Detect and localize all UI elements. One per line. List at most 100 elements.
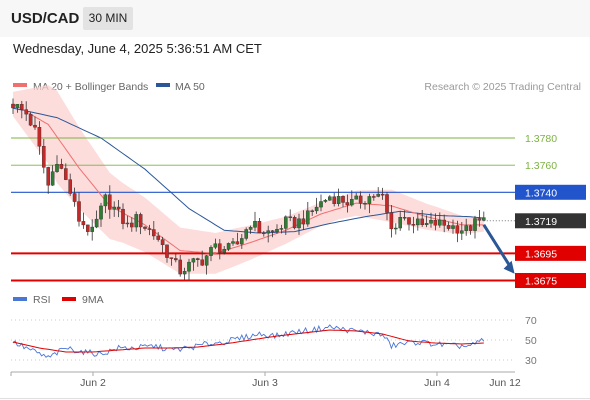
candle-body	[147, 228, 152, 230]
candle-body	[372, 196, 376, 198]
candle-body	[72, 193, 77, 202]
candle-body	[323, 199, 328, 202]
candle-body	[336, 196, 341, 204]
candle-body	[279, 228, 284, 230]
candle-body	[394, 227, 398, 230]
candle-body	[424, 223, 429, 225]
candle-body	[226, 243, 231, 250]
candle-body	[33, 124, 37, 128]
rsi-legend-swatch	[13, 297, 27, 301]
candle-body	[288, 216, 293, 218]
candle-body	[473, 218, 477, 231]
candle-body	[292, 217, 297, 229]
candle-body	[85, 224, 90, 232]
candle-body	[297, 218, 301, 229]
rsi-tick-label: 50	[525, 335, 537, 347]
ma50-line	[12, 107, 484, 234]
candle-body	[165, 244, 169, 258]
rsi-tick-label: 70	[525, 315, 537, 327]
price-label-box	[515, 245, 586, 261]
candle-body	[460, 230, 464, 234]
candle-body	[138, 214, 143, 228]
candle-body	[129, 222, 134, 228]
x-tick-label: Jun 2	[80, 377, 106, 389]
candle-body	[468, 225, 473, 231]
symbol-title: USD/CAD	[11, 10, 80, 27]
forecast-arrow	[482, 223, 513, 270]
candle-body	[187, 261, 191, 272]
candle-body	[442, 219, 447, 226]
candle-body	[248, 227, 253, 230]
candle-body	[156, 235, 161, 240]
price-label: 1.3719	[525, 216, 557, 228]
candle-body	[482, 217, 486, 221]
rsi-ma-legend-swatch	[62, 297, 76, 301]
candle-body	[103, 194, 108, 207]
candle-body	[429, 220, 433, 224]
chart-header: USD/CAD 30 MIN	[0, 0, 590, 37]
candle-body	[204, 255, 209, 266]
ma20-legend-label: MA 20 + Bollinger Bands	[33, 81, 148, 93]
rsi-ma-legend-label: 9MA	[82, 294, 104, 306]
candle-body	[477, 218, 482, 221]
price-label: 1.3740	[525, 187, 557, 199]
candle-body	[112, 206, 116, 210]
candle-body	[433, 220, 438, 226]
rsi-ma-line	[12, 329, 484, 353]
candle-body	[15, 104, 20, 109]
candle-body	[178, 259, 183, 275]
rsi-legend: RSI 9MA	[13, 294, 104, 306]
rsi-legend-label: RSI	[33, 294, 51, 306]
candle-body	[266, 230, 271, 234]
candle-body	[244, 229, 249, 239]
ma20-legend-swatch	[13, 83, 27, 87]
candle-body	[354, 195, 359, 200]
candle-body	[239, 238, 244, 245]
candle-body	[94, 218, 99, 228]
candle-body	[380, 193, 385, 196]
candle-body	[125, 222, 130, 225]
candle-body	[81, 221, 86, 226]
ma20-line	[12, 103, 484, 254]
price-label: 1.3675	[525, 276, 557, 288]
ma50-legend-swatch	[156, 83, 170, 87]
candle-body	[262, 232, 266, 235]
candle-body	[42, 146, 46, 168]
timestamp: Wednesday, June 4, 2025 5:36:51 AM CET	[13, 41, 262, 56]
candle-body	[55, 164, 59, 172]
candle-body	[314, 206, 319, 212]
candle-body	[24, 109, 29, 115]
candle-body	[301, 218, 306, 225]
candle-body	[160, 239, 165, 246]
candle-body	[416, 218, 420, 226]
candle-body	[213, 243, 218, 248]
price-label-box	[515, 273, 586, 288]
price-label: 1.3695	[525, 248, 557, 260]
candle-body	[209, 247, 213, 256]
candle-body	[46, 167, 50, 186]
candle-body	[328, 196, 332, 201]
candle-body	[438, 219, 442, 226]
candle-body	[376, 193, 381, 197]
x-tick-label: Jun 12	[489, 377, 521, 389]
price-label-box	[515, 213, 586, 229]
candle-body	[11, 103, 15, 109]
x-axis: Jun 2 Jun 3 Jun 4 Jun 12	[0, 371, 590, 399]
candle-body	[389, 212, 394, 230]
timeframe-button[interactable]: 30 MIN	[83, 7, 133, 30]
price-panel: 1.3780 1.3760 1.3740 1.3719 1.3695 1.3675	[11, 85, 586, 288]
resistance-label: 1.3760	[525, 160, 557, 172]
candle-body	[116, 206, 121, 210]
candle-body	[345, 202, 350, 206]
candle-body	[275, 229, 279, 233]
candle-body	[350, 199, 354, 206]
candle-body	[455, 225, 460, 234]
candle-body	[217, 243, 222, 253]
candle-body	[99, 205, 103, 220]
bollinger-band	[13, 85, 484, 274]
candle-body	[402, 217, 407, 219]
research-credit: Research © 2025 Trading Central	[424, 81, 581, 93]
candle-body	[306, 210, 310, 225]
candle-body	[363, 203, 367, 205]
